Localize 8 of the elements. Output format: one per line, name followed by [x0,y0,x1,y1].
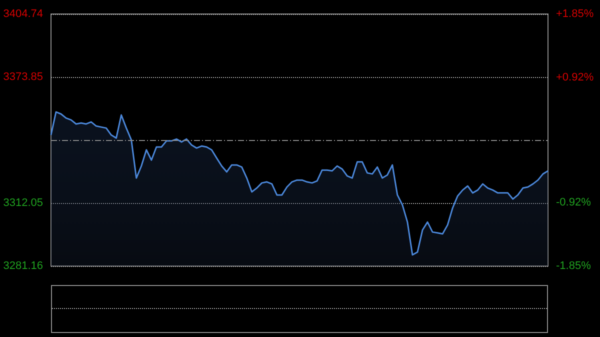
y2-tick-label: -1.85% [556,260,592,272]
y2-tick-label: +0.92% [556,71,594,84]
y-tick-label: 3373.85 [3,70,43,83]
y-tick-label: 3312.05 [3,197,43,210]
y2-tick-label: +1.85% [556,8,594,20]
y2-tick-label: -0.92% [556,196,592,209]
y-tick-label: 3404.74 [3,8,43,20]
y-tick-label: 3281.16 [3,260,43,272]
